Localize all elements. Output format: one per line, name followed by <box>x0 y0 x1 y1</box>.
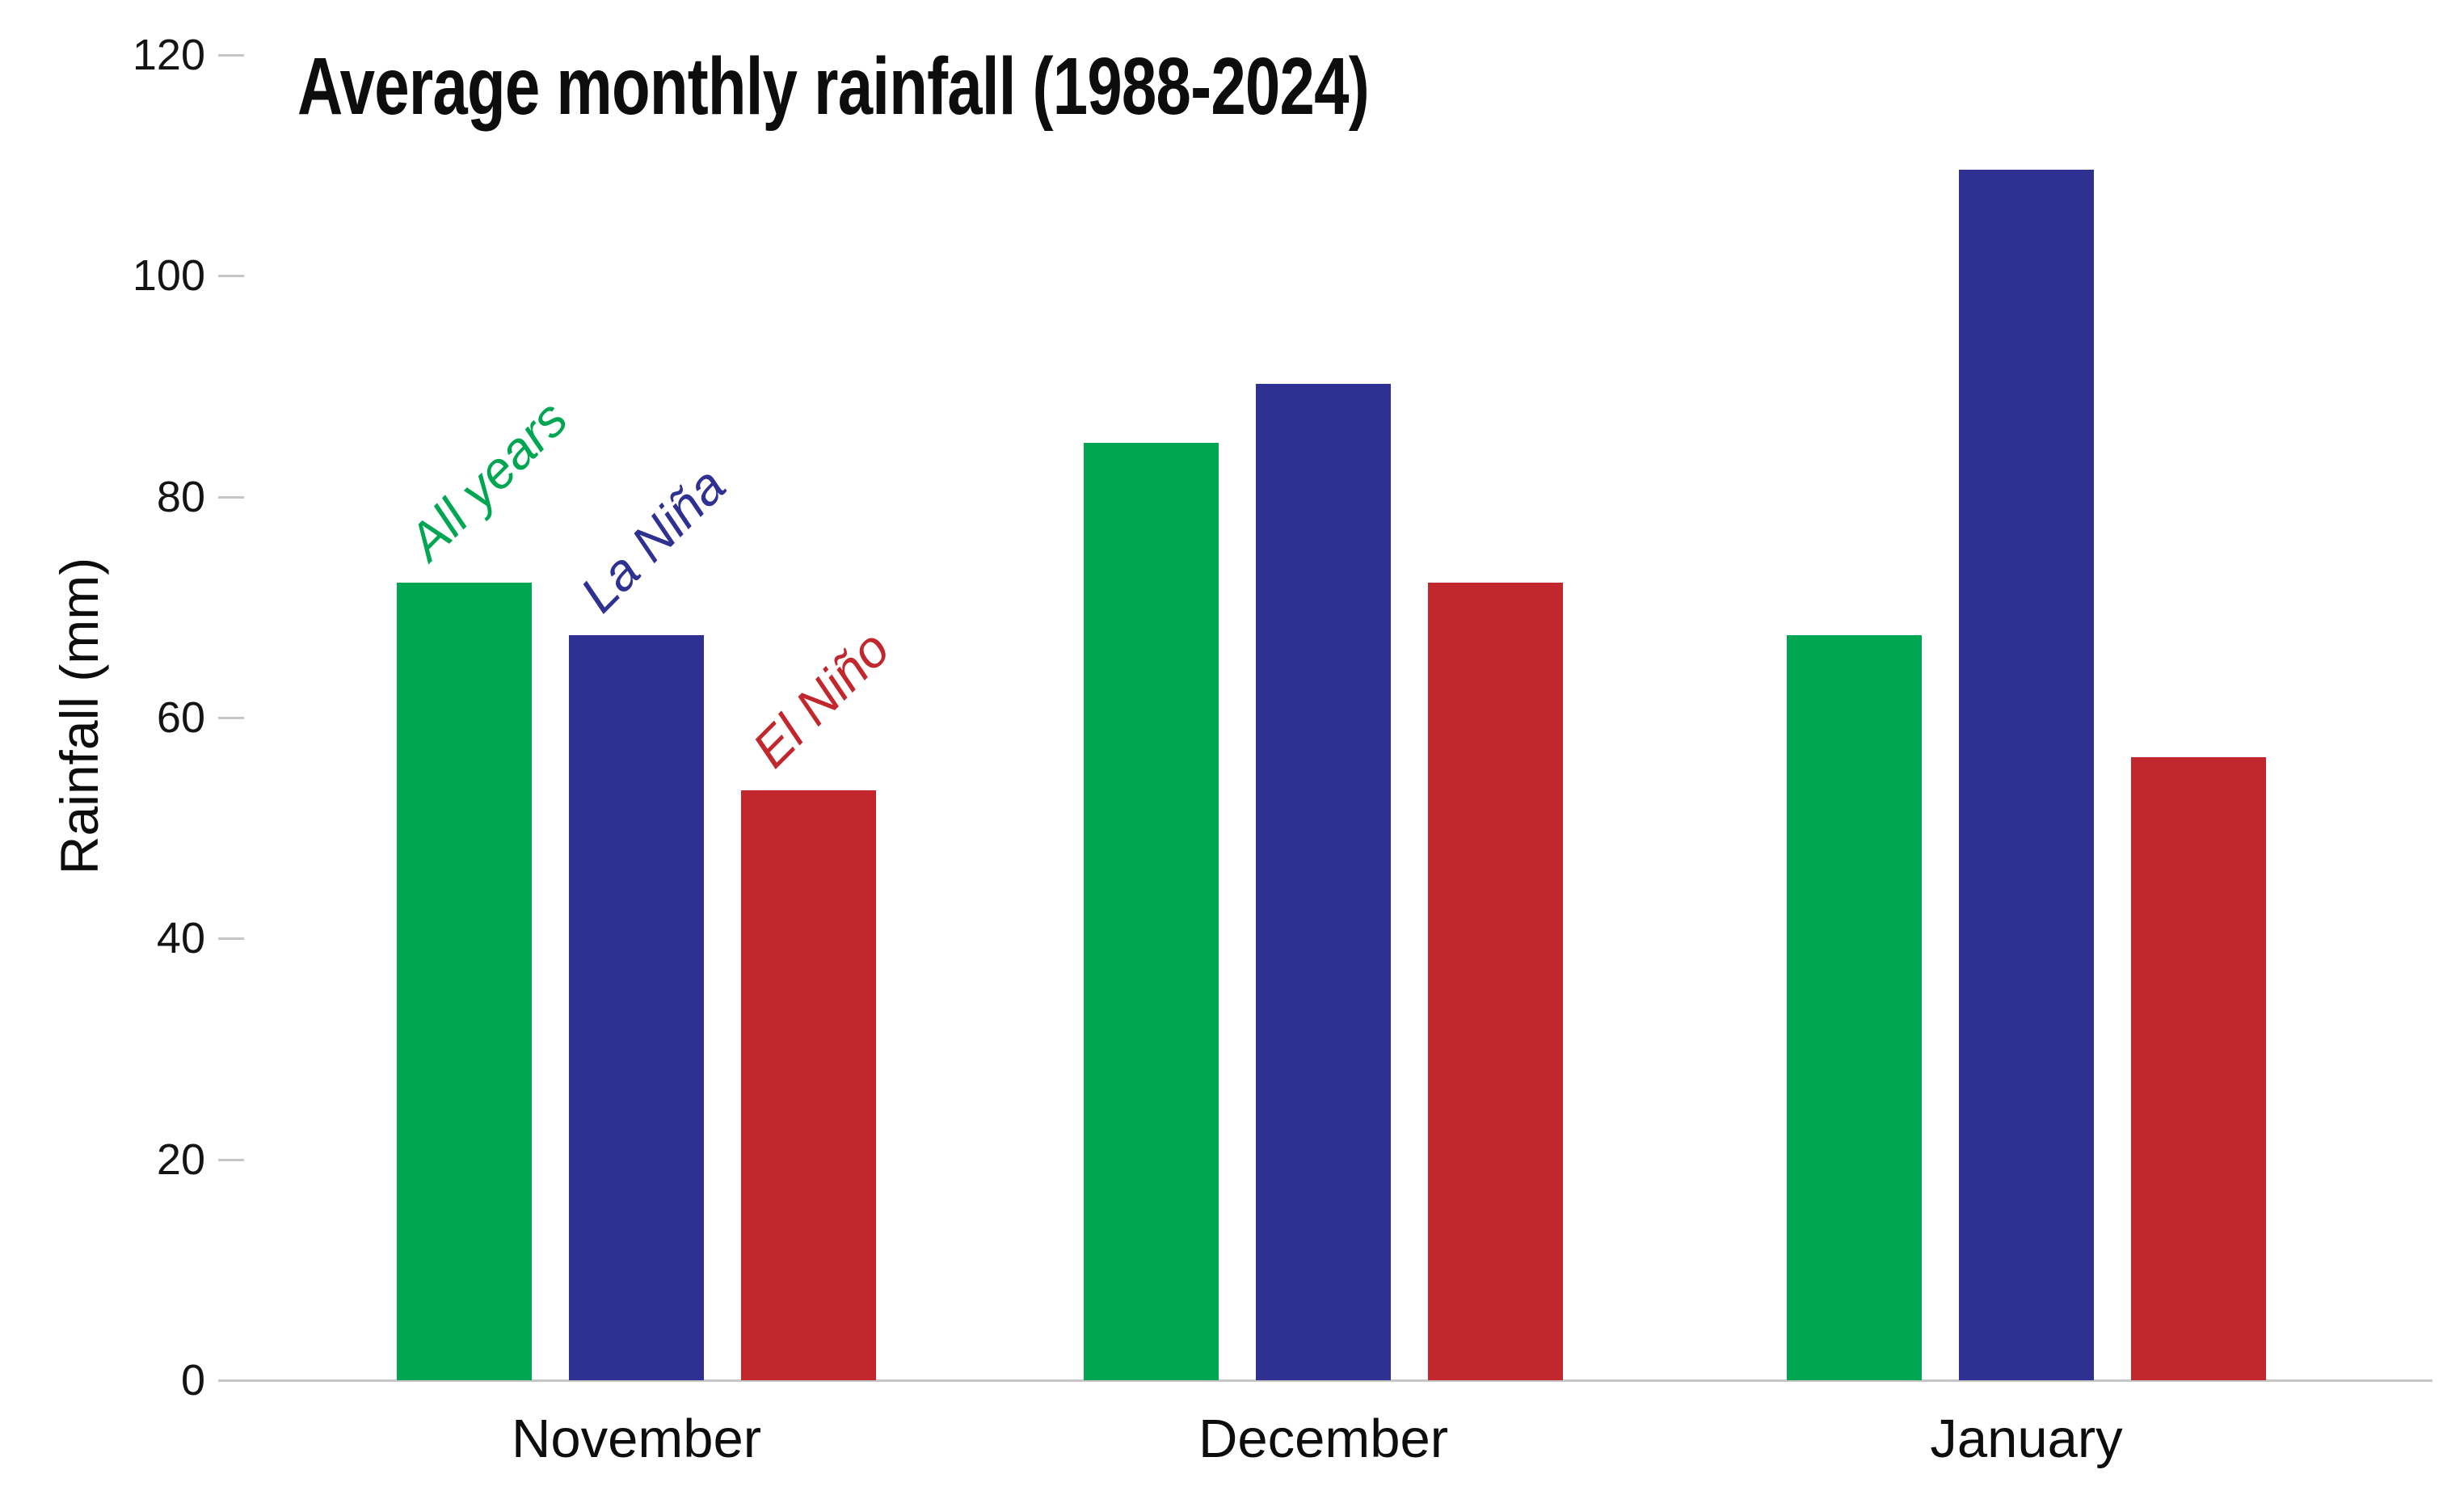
bar-november-la-nina <box>569 634 704 1380</box>
series-label-la-nina: La Niña <box>569 455 737 623</box>
y-tick-100 <box>218 275 244 278</box>
y-tick-60 <box>218 717 244 719</box>
y-tick-label-80: 80 <box>156 472 205 521</box>
y-tick-120 <box>218 54 244 57</box>
bar-november-all-years <box>397 583 532 1380</box>
y-tick-0 <box>218 1379 244 1382</box>
bar-january-la-nina <box>1959 170 2094 1380</box>
bar-january-el-nino <box>2131 757 2266 1380</box>
series-label-el-nino: El Niño <box>741 619 901 779</box>
y-tick-20 <box>218 1158 244 1161</box>
x-axis-line <box>218 1379 2432 1382</box>
bar-december-all-years <box>1084 442 1219 1380</box>
bar-december-la-nina <box>1256 384 1391 1380</box>
y-tick-label-100: 100 <box>132 251 205 301</box>
x-tick-label-november: November <box>511 1409 762 1469</box>
y-tick-label-40: 40 <box>156 914 205 963</box>
y-tick-40 <box>218 937 244 941</box>
y-tick-label-20: 20 <box>156 1135 205 1184</box>
bar-november-el-nino <box>741 790 876 1380</box>
bar-december-el-nino <box>1428 583 1563 1380</box>
y-tick-label-0: 0 <box>180 1356 205 1404</box>
x-tick-label-december: December <box>1198 1409 1449 1469</box>
series-label-all-years: All years <box>397 390 579 571</box>
y-tick-80 <box>218 495 244 499</box>
bar-january-all-years <box>1787 634 1922 1380</box>
y-tick-label-60: 60 <box>156 693 205 742</box>
chart-title: Average monthly rainfall (1988-2024) <box>297 41 1370 132</box>
x-tick-label-january: January <box>1930 1409 2123 1469</box>
y-tick-label-120: 120 <box>132 31 205 79</box>
